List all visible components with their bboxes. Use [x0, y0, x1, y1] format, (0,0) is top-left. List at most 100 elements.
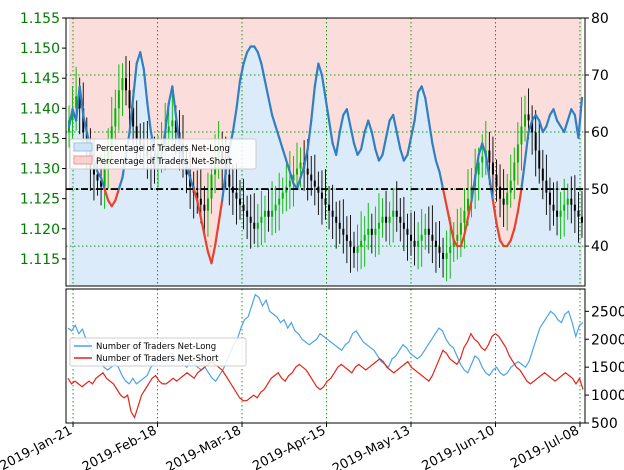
price-candle	[260, 216, 263, 223]
sentiment-line-segment	[253, 45, 259, 54]
price-candle	[563, 204, 566, 211]
price-candle	[370, 228, 373, 235]
price-candle	[103, 162, 106, 187]
price-candle	[445, 252, 448, 259]
bottom-legend-box	[69, 337, 247, 367]
price-candle	[513, 162, 516, 181]
date-tick-label: 2019-Mar-18	[164, 423, 244, 470]
sentiment-line-segment	[577, 96, 584, 139]
net-short-fill	[69, 18, 582, 264]
price-candle	[167, 126, 170, 133]
date-axis: 2019-Jan-21 2019-Feb-18 2019-Mar-18 2019-Ap…	[0, 423, 582, 470]
price-candle	[363, 234, 366, 241]
price-candle	[573, 204, 576, 211]
price-candle	[552, 204, 555, 211]
sentiment-line-segment	[285, 159, 291, 174]
sentiment-line-segment	[363, 119, 370, 134]
sentiment-line-segment	[288, 170, 295, 185]
price-candle	[417, 240, 420, 247]
sentiment-line-segment	[299, 165, 306, 179]
sentiment-tick-label: 60	[591, 125, 609, 141]
price-tick-label: 1.120	[20, 222, 60, 238]
price-candle	[374, 228, 377, 235]
sentiment-tick-label: 50	[591, 182, 609, 198]
price-candle	[342, 228, 345, 235]
sentiment-line-segment	[213, 222, 220, 248]
price-tick-label: 1.130	[20, 162, 60, 178]
sentiment-line-segment	[399, 148, 405, 162]
sentiment-line-segment	[189, 176, 195, 191]
price-candle	[392, 210, 395, 217]
price-candle	[459, 222, 462, 235]
price-candle	[438, 246, 441, 253]
sentiment-line-segment	[217, 199, 224, 225]
price-candle	[256, 222, 259, 229]
price-tick-label: 1.140	[20, 101, 60, 117]
price-candle	[100, 180, 103, 187]
sentiment-line-segment	[306, 119, 313, 151]
price-candle	[467, 198, 469, 211]
price-candle	[516, 144, 519, 163]
price-candle	[128, 90, 131, 109]
sentiment-line-segment	[210, 244, 217, 265]
sentiment-line-segment	[128, 96, 135, 134]
price-candle	[577, 210, 580, 217]
sentiment-line-segment	[338, 113, 345, 134]
sentiment-line-segment	[203, 233, 210, 253]
price-candle	[377, 222, 380, 229]
legend-label-count-long: Number of Traders Net-Long	[96, 342, 216, 352]
sentiment-line-segment	[491, 199, 498, 225]
price-candle	[527, 114, 530, 121]
sentiment-line-segment	[552, 108, 559, 122]
sentiment-line-segment	[555, 119, 562, 128]
price-candle	[320, 192, 323, 199]
price-candle	[92, 168, 95, 175]
price-candle	[114, 108, 117, 127]
price-candle	[288, 180, 291, 187]
price-candle	[249, 216, 252, 223]
sentiment-line-segment	[303, 148, 309, 168]
sentiment-line-segment	[327, 119, 334, 145]
price-candle	[117, 90, 120, 109]
price-candle	[253, 222, 256, 229]
price-candle	[495, 174, 498, 187]
sentiment-line-segment	[110, 199, 117, 208]
price-candle	[452, 240, 455, 247]
price-candle	[406, 228, 409, 235]
price-candle	[548, 192, 551, 205]
sentiment-line-segment	[260, 62, 267, 82]
sentiment-line-segment	[413, 91, 420, 122]
sentiment-line-segment	[345, 108, 352, 128]
sentiment-line-segment	[99, 176, 106, 191]
price-candle	[328, 204, 331, 211]
price-candle	[388, 216, 391, 223]
count-tick-label: 1500	[591, 360, 624, 376]
sentiment-line-segment	[527, 119, 534, 134]
sentiment-line-segment	[545, 113, 552, 128]
sentiment-line-segment	[498, 239, 505, 248]
sentiment-line-segment	[463, 216, 470, 236]
price-candle	[367, 228, 370, 235]
price-candle	[424, 228, 427, 235]
price-candle	[434, 240, 437, 247]
sentiment-line-segment	[445, 205, 452, 225]
sentiment-line-segment	[246, 45, 252, 54]
price-candle	[110, 126, 113, 151]
date-tick-label: 2019-Apr-15	[250, 423, 328, 470]
price-candle	[281, 192, 284, 199]
price-candle	[506, 192, 509, 205]
trader-count-panel: 2500 2000 1500 1000 500 Number of Traders Net…	[65, 288, 624, 432]
sentiment-line-segment	[566, 108, 573, 122]
price-candle	[306, 168, 309, 175]
date-tick-label: 2019-Jan-21	[0, 423, 75, 470]
sentiment-line-segment	[534, 113, 541, 122]
price-candle	[456, 234, 459, 241]
sentiment-line-segment	[274, 125, 281, 139]
sentiment-line-segment	[402, 153, 409, 162]
price-candle	[420, 234, 423, 241]
sentiment-line-segment	[235, 79, 242, 111]
sentiment-line-segment	[449, 222, 455, 242]
price-candle	[210, 174, 213, 199]
sentiment-line-segment	[192, 187, 199, 202]
